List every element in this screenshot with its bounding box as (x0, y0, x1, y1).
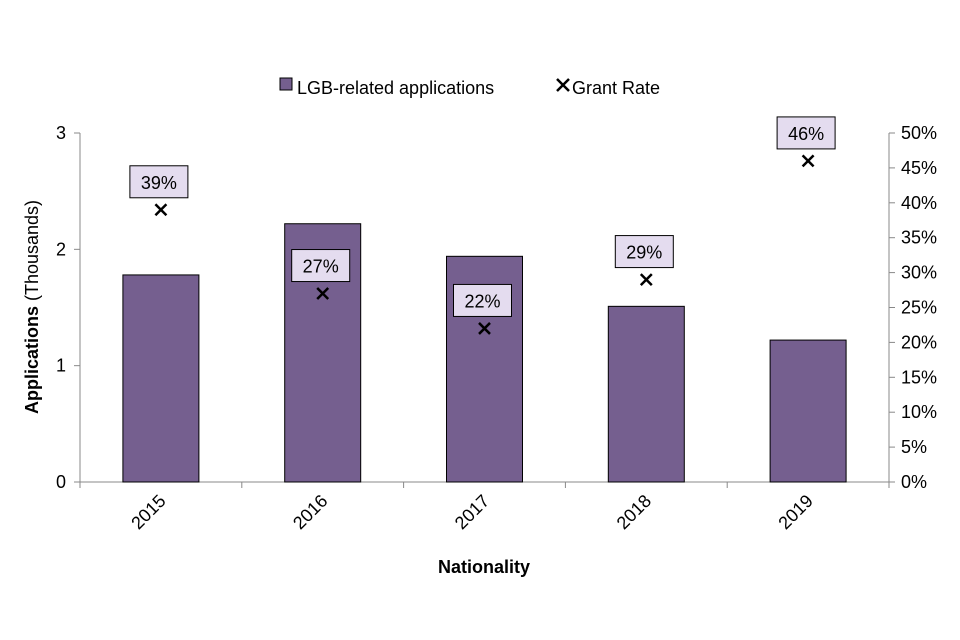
y-tick-right-label: 20% (901, 332, 937, 352)
legend-marker-grant-rate (556, 78, 570, 92)
data-label-box-2017 (453, 283, 512, 317)
marker-2016 (316, 287, 330, 300)
marker-2018 (639, 273, 653, 286)
x-tick-label: 2015 (127, 491, 169, 533)
x-tick-label: 2018 (613, 491, 655, 533)
y-tick-right-label: 30% (901, 263, 937, 283)
y-tick-right-label: 45% (901, 158, 937, 178)
data-label-box-2019 (776, 116, 836, 150)
x-tick-label: 2016 (289, 491, 331, 533)
y-ticks-left: 0 1 2 3 (56, 123, 80, 492)
bar-2015 (122, 274, 200, 483)
y-tick-right-label: 35% (901, 228, 937, 248)
y-tick-left-label: 3 (56, 123, 66, 143)
data-label-box-2015 (129, 165, 189, 199)
y-tick-right-label: 5% (901, 437, 927, 457)
data-label-2019: 46% (788, 124, 824, 144)
bar-2019 (769, 339, 847, 483)
grant-rate-markers (154, 154, 815, 335)
data-label-2015: 39% (141, 173, 177, 193)
y-axis-title: Applications (Thousands) (22, 200, 42, 414)
legend-label-grant-rate: Grant Rate (572, 78, 660, 98)
bar-2018 (607, 305, 685, 483)
marker-2017 (478, 322, 491, 335)
marker-2019 (801, 154, 815, 168)
y-tick-right-label: 50% (901, 123, 937, 143)
data-label-2018: 29% (626, 243, 662, 263)
data-label-box-2016 (291, 249, 351, 283)
y-tick-left-label: 2 (56, 239, 66, 259)
data-label-box-2018 (614, 235, 674, 269)
data-labels: 39% 27% 22% 29% 46% (129, 116, 836, 317)
y-tick-right-label: 0% (901, 472, 927, 492)
legend-swatch-applications (279, 77, 293, 91)
y-tick-left-label: 1 (56, 356, 66, 376)
x-axis-title: Nationality (438, 557, 530, 577)
legend-label-applications: LGB-related applications (297, 78, 494, 98)
y-axis-title-light: (Thousands) (22, 200, 42, 301)
y-tick-right-label: 25% (901, 298, 937, 318)
x-ticks: 2015 2016 2017 2018 2019 (79, 482, 890, 533)
x-tick-label: 2019 (774, 491, 816, 533)
marker-2015 (154, 203, 168, 217)
x-tick-label: 2017 (451, 491, 493, 533)
y-ticks-right: 0% 5% 10% 15% 20% 25% 30% 35% 40% 45% 50% (889, 123, 937, 492)
data-label-2016: 27% (303, 257, 339, 277)
y-tick-left-label: 0 (56, 472, 66, 492)
y-axis-title-bold: Applications (22, 306, 42, 414)
legend: LGB-related applications Grant Rate (279, 77, 660, 98)
data-label-2017: 22% (464, 291, 500, 311)
y-tick-right-label: 15% (901, 367, 937, 387)
bars (122, 223, 847, 483)
y-tick-right-label: 10% (901, 402, 937, 422)
y-tick-right-label: 40% (901, 193, 937, 213)
